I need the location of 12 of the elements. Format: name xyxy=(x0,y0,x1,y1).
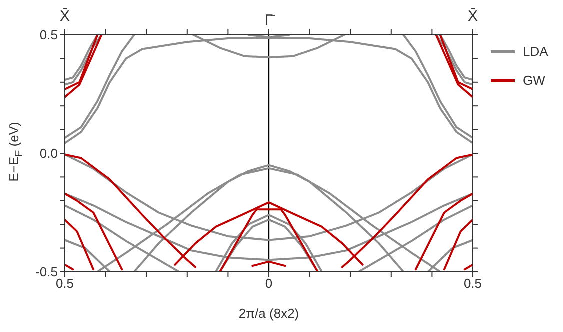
ref-line-label: Γ̄ xyxy=(264,12,276,29)
y-tick-label: -0.5 xyxy=(36,264,58,280)
text: X̄ xyxy=(60,8,70,25)
legend-label: GW xyxy=(523,73,546,88)
x-tick-label: 0 xyxy=(265,276,273,292)
y-tick-label: 0.0 xyxy=(40,146,58,162)
x-axis-title: 2π/a (8x2) xyxy=(238,306,300,321)
text: X̄ xyxy=(468,8,478,25)
x-tick-label: 0.5 xyxy=(56,276,74,292)
y-tick-label: 0.5 xyxy=(40,28,58,43)
x-tick-label: 0.5 xyxy=(464,276,482,292)
legend-label: LDA xyxy=(523,44,548,59)
